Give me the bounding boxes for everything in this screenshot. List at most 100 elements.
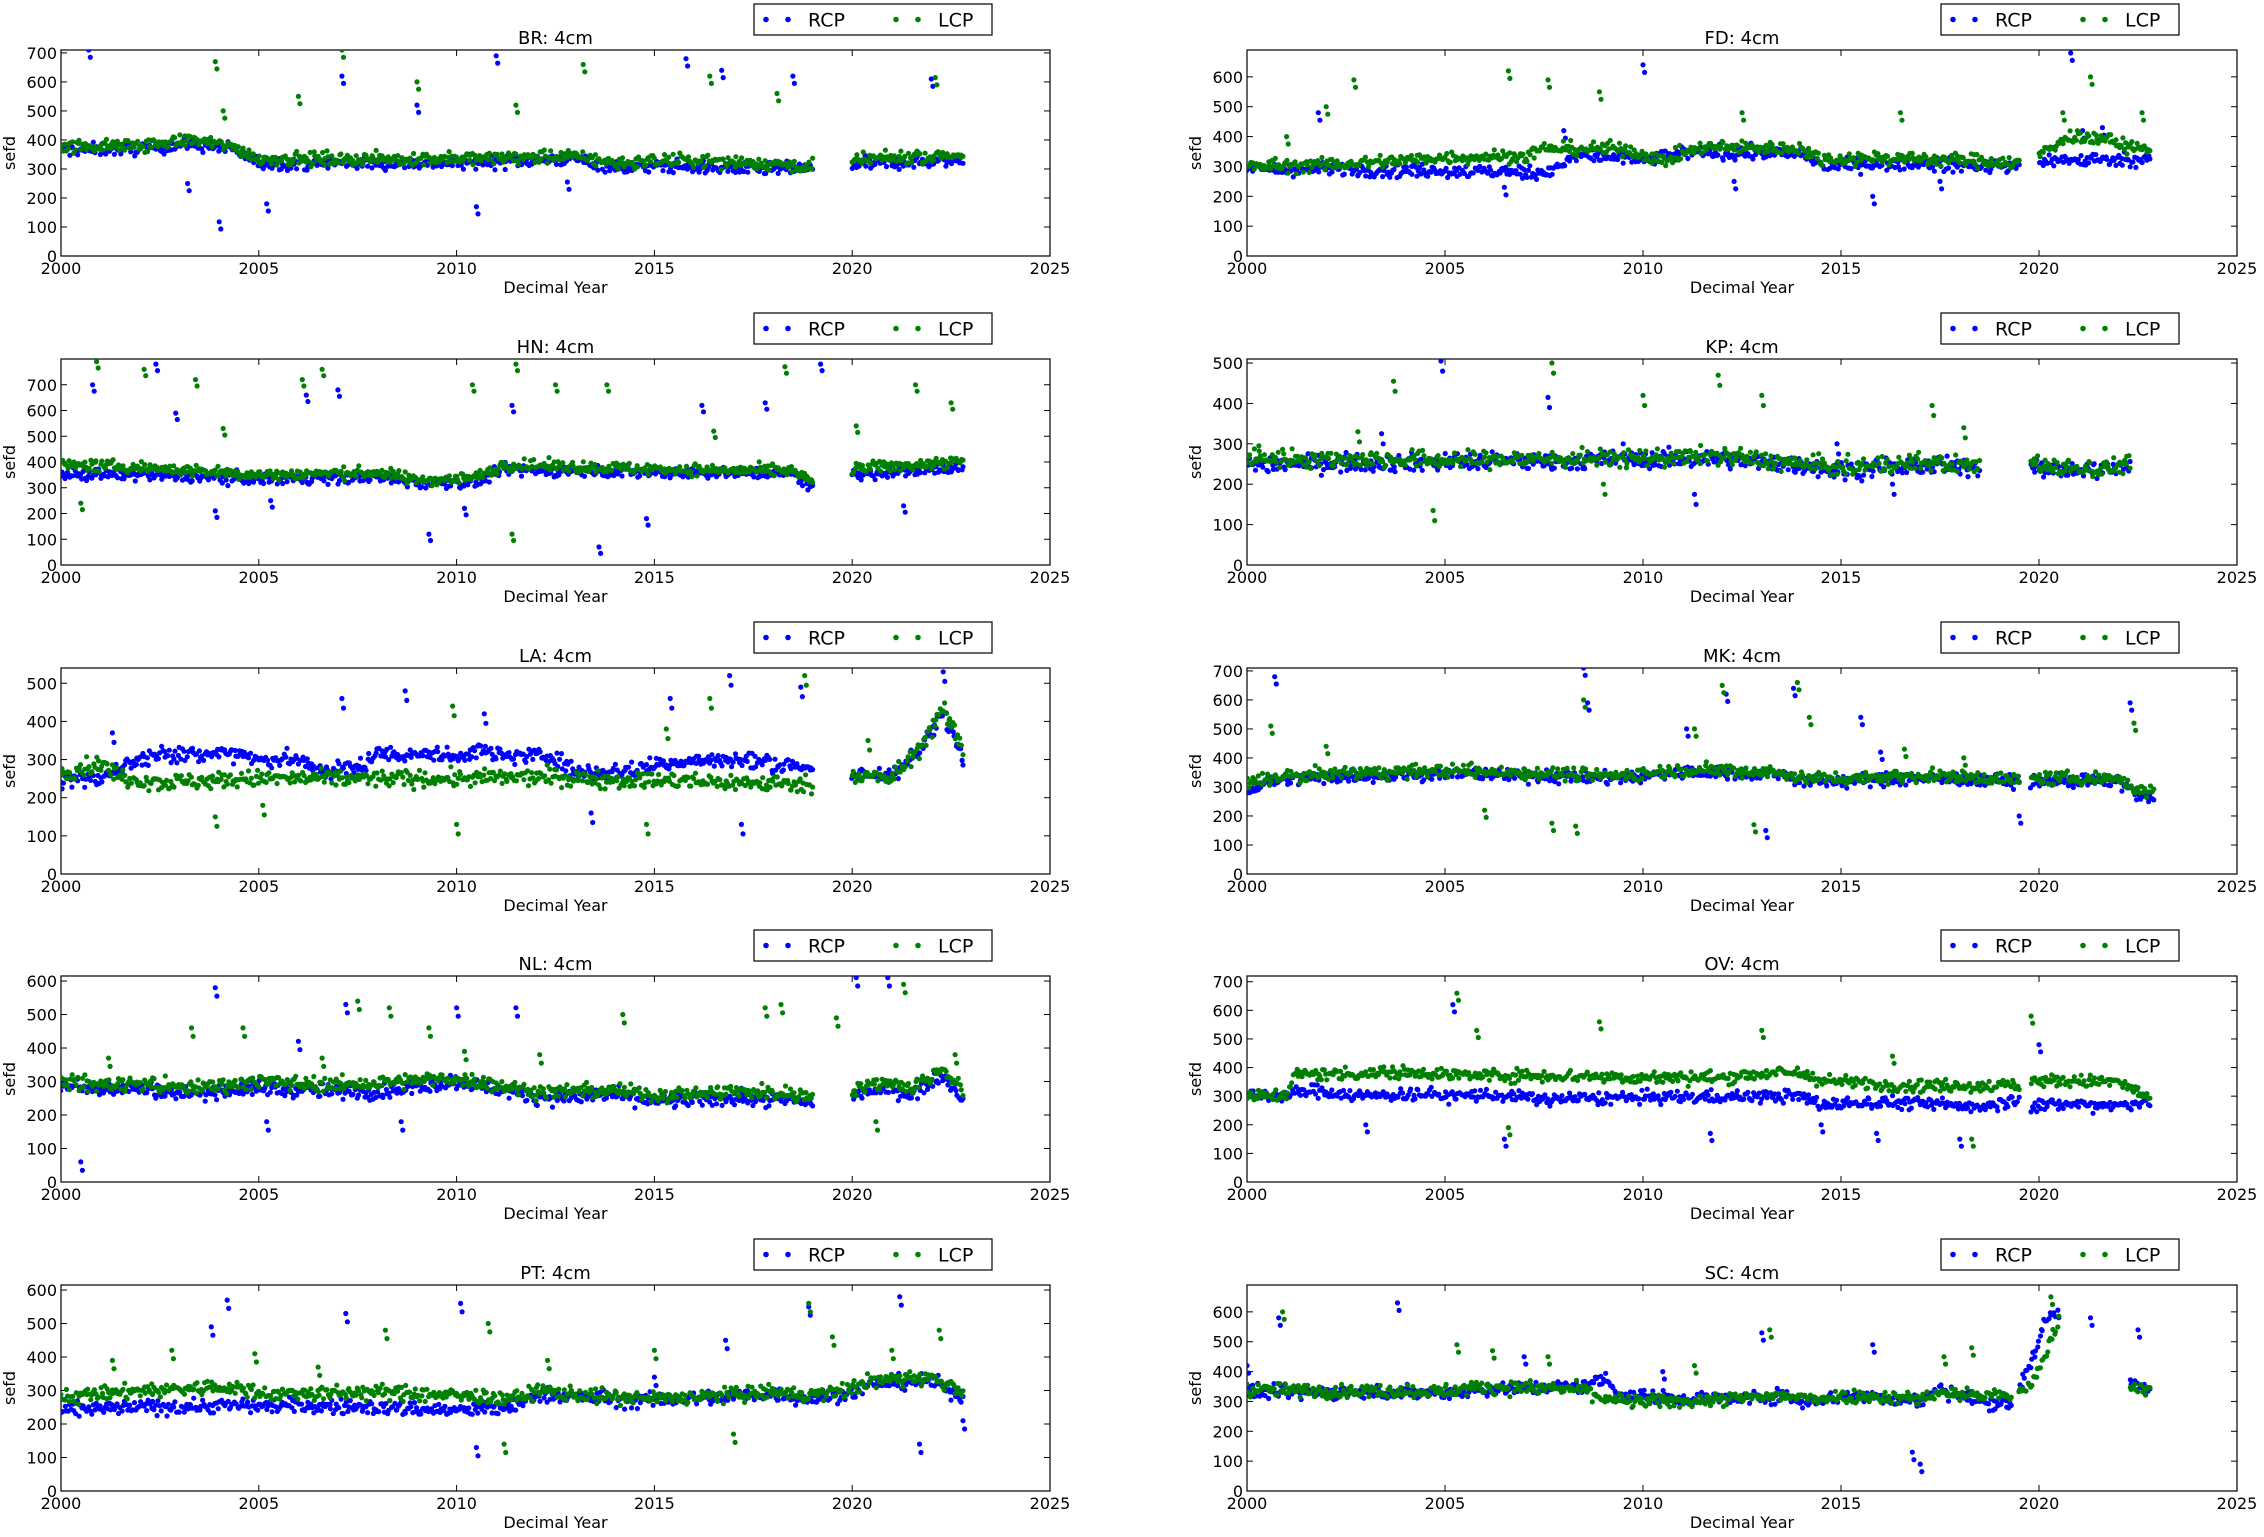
data-point — [1520, 151, 1526, 157]
data-point — [294, 148, 300, 155]
outlier-point — [554, 388, 560, 394]
data-point — [1477, 163, 1483, 169]
data-point — [2129, 139, 2135, 145]
data-point — [1750, 156, 1756, 162]
data-point — [2111, 157, 2117, 163]
data-point — [592, 152, 599, 158]
data-point — [1861, 472, 1867, 478]
data-point — [1247, 452, 1253, 458]
outlier-point — [1545, 77, 1551, 83]
data-point — [810, 155, 816, 161]
data-point — [406, 472, 412, 478]
outlier-point — [473, 204, 479, 210]
data-point — [470, 162, 476, 168]
outlier-point — [222, 432, 228, 438]
data-point — [1425, 173, 1431, 179]
outlier-point — [2087, 74, 2094, 80]
data-point — [896, 153, 902, 159]
data-point — [1447, 159, 1453, 165]
data-point — [1475, 466, 1481, 472]
data-point — [90, 139, 96, 145]
data-point — [1364, 463, 1370, 469]
data-point — [187, 134, 193, 140]
data-point — [2091, 461, 2097, 467]
data-point — [1583, 458, 1589, 464]
data-point — [65, 465, 71, 471]
data-point — [1536, 148, 1543, 154]
data-point — [225, 483, 231, 489]
data-point — [1616, 140, 1623, 146]
outlier-point — [2068, 50, 2074, 56]
data-point — [369, 165, 375, 171]
outlier-point — [582, 69, 588, 75]
data-point — [2040, 162, 2046, 168]
data-point — [547, 467, 554, 473]
data-point — [1687, 449, 1694, 455]
outlier-point — [2099, 125, 2105, 131]
data-point — [1338, 469, 1344, 475]
data-point — [1500, 148, 1506, 154]
data-point — [1317, 163, 1323, 169]
data-point — [692, 461, 698, 467]
data-point — [386, 470, 392, 476]
data-point — [1560, 138, 1566, 144]
outlier-point — [220, 425, 226, 432]
data-point — [2046, 152, 2052, 158]
outlier-point — [598, 550, 604, 557]
data-point — [1330, 463, 1336, 469]
data-point — [492, 167, 498, 173]
data-point — [1295, 453, 1301, 459]
data-point — [1285, 170, 1291, 176]
data-point — [766, 167, 772, 173]
data-point — [1517, 171, 1523, 177]
data-point — [182, 143, 188, 149]
data-point — [1637, 447, 1643, 454]
outlier-point — [711, 428, 717, 434]
data-point — [1256, 448, 1262, 454]
data-point — [1519, 175, 1526, 181]
data-point — [1409, 447, 1415, 453]
data-point — [1785, 467, 1791, 473]
x-tick-label: 2015 — [1821, 568, 1862, 587]
data-point — [922, 150, 928, 156]
data-point — [491, 161, 497, 167]
y-tick-label: 200 — [1212, 475, 1243, 494]
outlier-point — [141, 366, 147, 372]
outlier-point — [1899, 117, 1905, 123]
outlier-point — [791, 80, 798, 86]
data-point — [67, 152, 73, 158]
data-point — [1507, 150, 1513, 156]
data-point — [2147, 156, 2153, 162]
outlier-point — [264, 201, 270, 207]
data-point — [2040, 149, 2046, 155]
data-point — [446, 149, 452, 155]
data-point — [1904, 469, 1910, 476]
outlier-point — [1284, 134, 1290, 140]
data-point — [1358, 466, 1364, 473]
outlier-point — [340, 80, 347, 86]
data-point — [551, 459, 557, 465]
data-point — [1370, 468, 1376, 474]
data-point — [1524, 158, 1530, 164]
data-point — [2093, 132, 2099, 138]
data-point — [1489, 449, 1495, 455]
x-tick-label: 2025 — [2217, 568, 2258, 587]
data-point — [1481, 454, 1487, 460]
x-tick-label: 2015 — [634, 259, 675, 278]
data-point — [1678, 156, 1684, 162]
legend-marker — [763, 16, 769, 23]
data-point — [179, 138, 185, 144]
data-point — [1416, 164, 1422, 171]
data-point — [1329, 169, 1335, 175]
data-point — [548, 148, 554, 154]
data-point — [1519, 452, 1525, 458]
data-point — [580, 149, 586, 155]
data-point — [1562, 464, 1568, 470]
data-point — [148, 144, 154, 151]
data-point — [887, 468, 894, 474]
data-point — [1391, 464, 1397, 470]
data-point — [1625, 447, 1632, 453]
data-point — [64, 469, 71, 475]
data-point — [115, 475, 121, 481]
data-point — [1562, 163, 1568, 169]
